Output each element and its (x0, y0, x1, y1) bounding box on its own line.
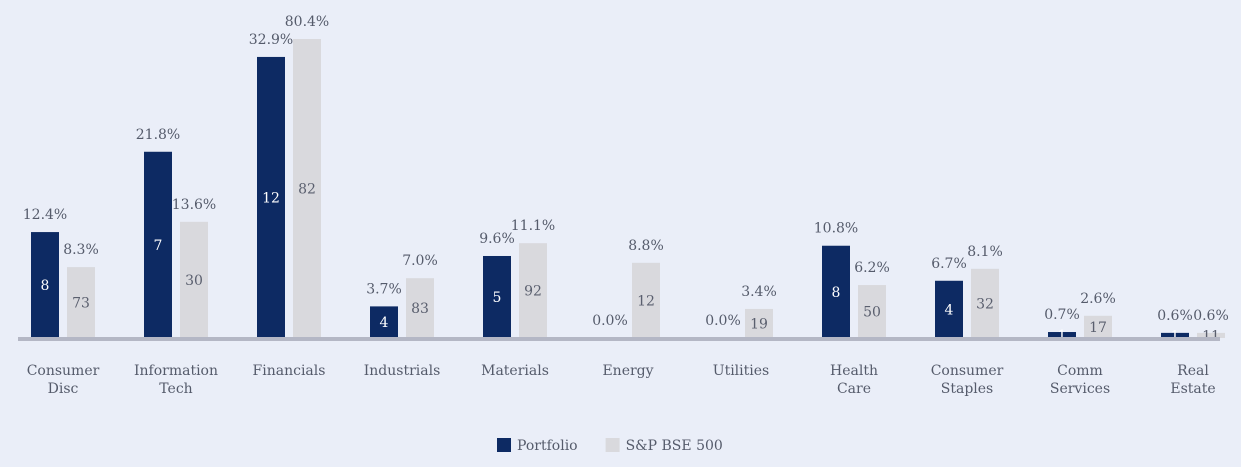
x-tick-label: Disc (48, 381, 79, 397)
value-label: 8.1% (967, 244, 1003, 260)
bar (406, 278, 434, 338)
value-label: 7.0% (402, 253, 438, 269)
value-label: 3.7% (366, 281, 402, 297)
value-label: 3.4% (741, 284, 777, 300)
bar (519, 243, 547, 338)
count-label: 1 (1171, 328, 1180, 344)
x-tick-label: Tech (159, 381, 192, 397)
count-label: 73 (72, 296, 90, 312)
value-label: 10.8% (814, 221, 858, 237)
value-label: 8.3% (63, 242, 99, 258)
x-tick-label: Consumer (27, 363, 100, 379)
value-label: 0.6% (1157, 308, 1193, 324)
x-tick-label: Comm (1057, 363, 1103, 379)
count-label: 32 (976, 296, 994, 312)
bar (483, 255, 511, 338)
value-label: 21.8% (136, 127, 180, 143)
x-tick-label: Real (1177, 363, 1209, 379)
bar (180, 221, 208, 338)
x-tick-label: Materials (481, 363, 549, 379)
bar (31, 232, 59, 338)
x-tick-label: Care (837, 381, 871, 397)
count-label: 4 (380, 315, 389, 331)
x-tick-label: Energy (602, 363, 653, 379)
x-tick-label: Services (1050, 381, 1110, 397)
value-label: 2.6% (1080, 291, 1116, 307)
bar (257, 56, 285, 338)
bar (1197, 332, 1225, 338)
value-label: 80.4% (285, 14, 329, 30)
count-label: 11 (1202, 328, 1220, 344)
bar (144, 151, 172, 338)
count-label: 50 (863, 305, 881, 321)
count-label: 82 (298, 182, 316, 198)
legend-swatch (605, 438, 620, 452)
count-label: 8 (832, 285, 841, 301)
count-label: 30 (185, 273, 203, 289)
legend-label: S&P BSE 500 (626, 438, 723, 454)
bar (935, 280, 963, 338)
count-label: 5 (493, 290, 502, 306)
bar (745, 308, 773, 338)
count-label: 19 (750, 316, 768, 332)
count-label: 12 (262, 190, 280, 206)
value-label: 6.2% (854, 260, 890, 276)
count-label: 4 (945, 302, 954, 318)
count-label: 83 (411, 301, 429, 317)
x-tick-label: Health (830, 363, 878, 379)
count-label: 7 (154, 238, 163, 254)
value-label: 0.0% (592, 313, 628, 329)
count-label: 8 (41, 278, 50, 294)
value-label: 0.7% (1044, 307, 1080, 323)
bar (1161, 332, 1189, 338)
bar (822, 245, 850, 338)
count-label: 1 (1058, 328, 1067, 344)
value-label: 32.9% (249, 32, 293, 48)
bar (1048, 332, 1076, 338)
x-tick-label: Information (134, 363, 218, 379)
x-tick-label: Consumer (931, 363, 1004, 379)
x-tick-label: Estate (1170, 381, 1215, 397)
value-label: 0.0% (705, 313, 741, 329)
x-tick-label: Financials (253, 363, 326, 379)
bar (971, 268, 999, 338)
bar (1084, 315, 1112, 338)
x-tick-label: Staples (941, 381, 993, 397)
value-label: 9.6% (479, 231, 515, 247)
count-label: 12 (637, 293, 655, 309)
count-label: 17 (1089, 320, 1107, 336)
x-tick-label: Industrials (364, 363, 441, 379)
value-label: 0.6% (1193, 308, 1229, 324)
value-label: 13.6% (172, 197, 216, 213)
bar (632, 262, 660, 338)
legend-swatch (497, 438, 511, 452)
value-label: 6.7% (931, 256, 967, 272)
bar (67, 267, 95, 338)
legend-label: Portfolio (517, 438, 578, 454)
value-label: 8.8% (628, 238, 664, 254)
x-tick-label: Utilities (713, 363, 769, 379)
bar (858, 285, 886, 338)
plot-area (31, 39, 1225, 338)
bar (370, 306, 398, 338)
bar (293, 39, 321, 338)
value-label: 11.1% (511, 218, 555, 234)
count-label: 92 (524, 284, 542, 300)
value-label: 12.4% (23, 207, 67, 223)
